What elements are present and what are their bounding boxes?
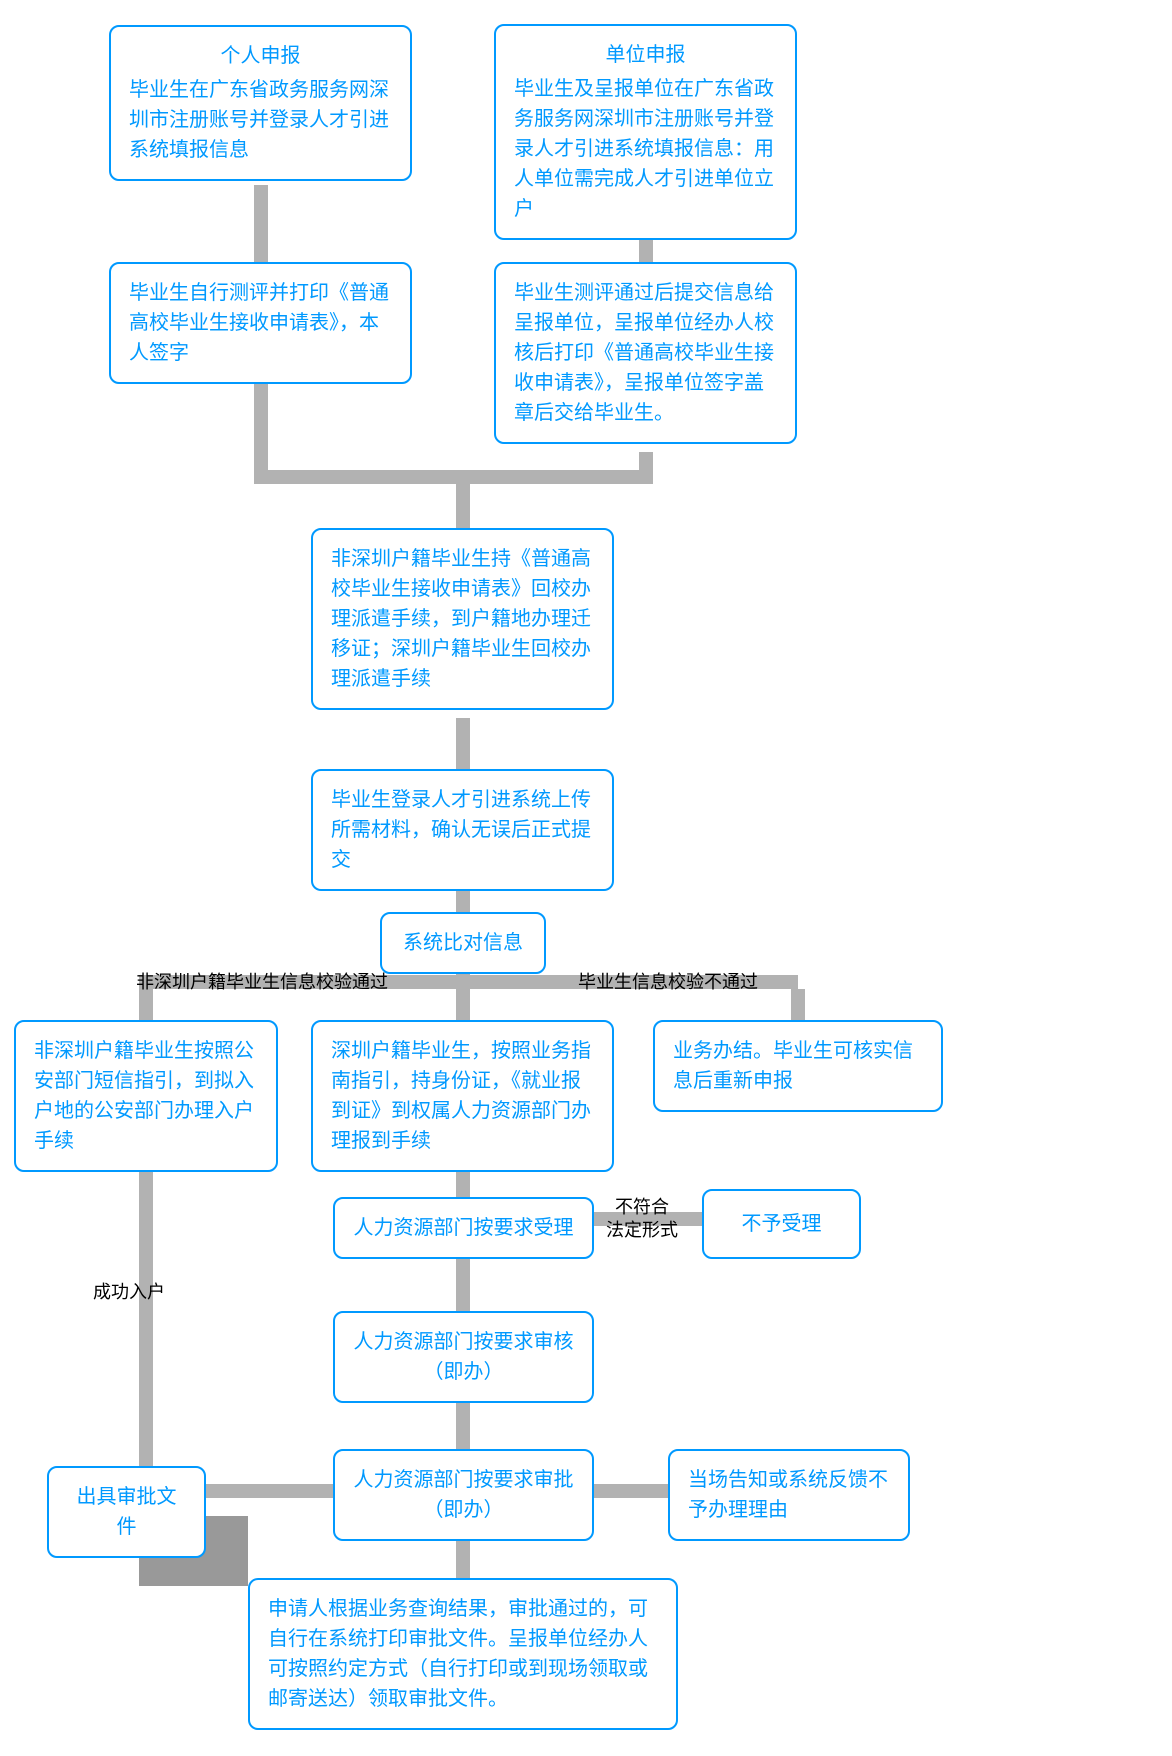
edge-label-noncompliant: 不符合 法定形式 xyxy=(606,1196,678,1241)
node-text: 业务办结。毕业生可核实信息后重新申报 xyxy=(673,1036,923,1096)
node-text: 人力资源部门按要求审核（即办） xyxy=(353,1327,574,1387)
connector xyxy=(456,718,470,769)
node-text: 申请人根据业务查询结果，审批通过的，可自行在系统打印审批文件。呈报单位经办人可按… xyxy=(268,1594,658,1714)
node-end-reapply: 业务办结。毕业生可核实信息后重新申报 xyxy=(653,1020,943,1112)
node-text: 毕业生自行测评并打印《普通高校毕业生接收申请表》，本人签字 xyxy=(129,278,392,368)
node-text: 不予受理 xyxy=(722,1209,841,1239)
node-hr-approve: 人力资源部门按要求审批（即办） xyxy=(333,1449,594,1541)
node-text: 深圳户籍毕业生，按照业务指南指引，持身份证，《就业报到证》到权属人力资源部门办理… xyxy=(331,1036,594,1156)
edge-label-fail: 毕业生信息校验不通过 xyxy=(578,968,758,994)
node-title: 单位申报 xyxy=(514,40,777,70)
node-text: 非深圳户籍毕业生持《普通高校毕业生接收申请表》回校办理派遣手续，到户籍地办理迁移… xyxy=(331,544,594,694)
node-text: 毕业生及呈报单位在广东省政务服务网深圳市注册账号并登录人才引进系统填报信息：用人… xyxy=(514,74,777,224)
connector xyxy=(254,470,653,484)
node-system-compare: 系统比对信息 xyxy=(380,912,546,974)
connector xyxy=(254,185,268,262)
node-text: 系统比对信息 xyxy=(400,928,526,958)
node-sz-report: 深圳户籍毕业生，按照业务指南指引，持身份证，《就业报到证》到权属人力资源部门办理… xyxy=(311,1020,614,1172)
node-hr-review: 人力资源部门按要求审核（即办） xyxy=(333,1311,594,1403)
node-text: 人力资源部门按要求审批（即办） xyxy=(353,1465,574,1525)
node-text: 人力资源部门按要求受理 xyxy=(353,1213,574,1243)
node-reject: 不予受理 xyxy=(702,1189,861,1259)
node-upload: 毕业生登录人才引进系统上传所需材料，确认无误后正式提交 xyxy=(311,769,614,891)
connector xyxy=(456,1395,470,1449)
edge-label-success: 成功入户 xyxy=(93,1278,165,1304)
node-issue-doc: 出具审批文件 xyxy=(47,1466,206,1558)
node-hr-accept: 人力资源部门按要求受理 xyxy=(333,1197,594,1259)
node-text: 当场告知或系统反馈不予办理理由 xyxy=(688,1465,890,1525)
node-title: 个人申报 xyxy=(129,41,392,71)
connector xyxy=(791,989,805,1020)
node-unit-apply: 单位申报 毕业生及呈报单位在广东省政务服务网深圳市注册账号并登录人才引进系统填报… xyxy=(494,24,797,240)
edge-label-nonsz-pass: 非深圳户籍毕业生信息校验通过 xyxy=(136,968,388,994)
node-text: 出具审批文件 xyxy=(67,1482,186,1542)
node-nonsz-police: 非深圳户籍毕业生按照公安部门短信指引，到拟入户地的公安部门办理入户手续 xyxy=(14,1020,278,1172)
node-self-assess: 毕业生自行测评并打印《普通高校毕业生接收申请表》，本人签字 xyxy=(109,262,412,384)
connector xyxy=(456,484,470,528)
node-unit-assess: 毕业生测评通过后提交信息给呈报单位，呈报单位经办人校核后打印《普通高校毕业生接收… xyxy=(494,262,797,444)
connector xyxy=(139,1149,153,1516)
node-personal-apply: 个人申报 毕业生在广东省政务服务网深圳市注册账号并登录人才引进系统填报信息 xyxy=(109,25,412,181)
node-text: 毕业生登录人才引进系统上传所需材料，确认无误后正式提交 xyxy=(331,785,594,875)
node-text: 非深圳户籍毕业生按照公安部门短信指引，到拟入户地的公安部门办理入户手续 xyxy=(34,1036,258,1156)
connector xyxy=(206,1484,333,1498)
node-dispatch: 非深圳户籍毕业生持《普通高校毕业生接收申请表》回校办理派遣手续，到户籍地办理迁移… xyxy=(311,528,614,710)
connector xyxy=(594,1484,668,1498)
node-inform-reject: 当场告知或系统反馈不予办理理由 xyxy=(668,1449,910,1541)
node-text: 毕业生在广东省政务服务网深圳市注册账号并登录人才引进系统填报信息 xyxy=(129,75,392,165)
node-text: 毕业生测评通过后提交信息给呈报单位，呈报单位经办人校核后打印《普通高校毕业生接收… xyxy=(514,278,777,428)
node-final: 申请人根据业务查询结果，审批通过的，可自行在系统打印审批文件。呈报单位经办人可按… xyxy=(248,1578,678,1730)
